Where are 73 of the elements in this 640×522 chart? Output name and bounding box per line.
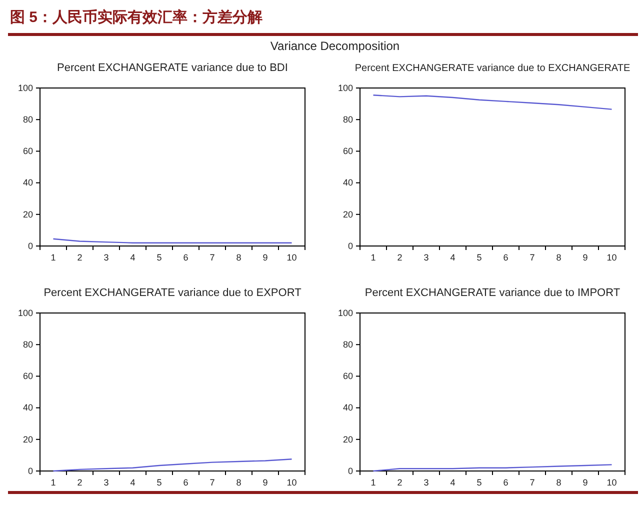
chart-title: Percent EXCHANGERATE variance due to EXCHANGERATE — [354, 63, 630, 74]
x-tick-label: 10 — [286, 477, 297, 488]
y-tick-label: 100 — [338, 308, 353, 318]
x-tick-label: 8 — [236, 477, 242, 488]
x-tick-label: 10 — [286, 252, 297, 262]
y-tick-label: 0 — [28, 466, 33, 476]
x-tick-label: 4 — [130, 477, 136, 488]
x-tick-label: 4 — [130, 252, 136, 262]
x-tick-label: 6 — [183, 477, 188, 488]
x-tick-label: 1 — [370, 252, 376, 262]
y-tick-label: 20 — [342, 434, 353, 444]
x-tick-label: 9 — [262, 252, 268, 262]
x-tick-label: 8 — [556, 252, 562, 262]
y-tick-label: 40 — [342, 402, 353, 413]
y-tick-label: 60 — [22, 371, 33, 382]
line-series — [372, 94, 612, 110]
line-series — [372, 464, 612, 472]
x-tick-label: 10 — [606, 477, 617, 488]
y-tick-label: 60 — [342, 371, 353, 382]
y-tick-label: 40 — [22, 402, 33, 413]
caption: 图 5：人民币实际有效汇率：方差分解 — [10, 8, 263, 26]
y-tick-label: 80 — [342, 114, 353, 124]
x-tick-label: 7 — [530, 477, 535, 488]
x-tick-label: 7 — [530, 252, 535, 262]
x-tick-label: 5 — [156, 477, 162, 488]
x-tick-label: 9 — [582, 252, 588, 262]
x-tick-label: 3 — [104, 477, 109, 488]
y-tick-label: 20 — [22, 209, 33, 220]
line-series — [52, 458, 292, 472]
x-tick-label: 2 — [77, 252, 82, 262]
x-tick-label: 6 — [503, 477, 508, 488]
y-tick-label: 0 — [348, 240, 353, 251]
x-tick-label: 1 — [50, 252, 56, 262]
chart-title: Percent EXCHANGERATE variance due to IMPORT — [364, 287, 620, 299]
y-tick-label: 40 — [342, 178, 353, 188]
x-tick-label: 3 — [424, 252, 429, 262]
chart-title: Percent EXCHANGERATE variance due to EXPORT — [44, 287, 302, 299]
text: Variance Decomposition — [270, 39, 400, 53]
chart-title: Percent EXCHANGERATE variance due to BDI — [57, 62, 288, 74]
x-tick-label: 1 — [50, 477, 56, 488]
x-tick-label: 8 — [236, 252, 242, 262]
x-tick-label: 8 — [556, 477, 562, 488]
x-tick-label: 4 — [450, 477, 456, 488]
x-tick-label: 3 — [424, 477, 429, 488]
y-tick-label: 60 — [22, 146, 33, 156]
y-tick-label: 80 — [22, 114, 33, 124]
x-tick-label: 9 — [262, 477, 268, 488]
y-tick-label: 20 — [342, 209, 353, 220]
y-tick-label: 100 — [18, 82, 33, 93]
x-tick-label: 5 — [156, 252, 162, 262]
y-tick-label: 80 — [22, 339, 33, 350]
y-tick-label: 40 — [22, 178, 33, 188]
y-tick-label: 0 — [28, 240, 33, 251]
y-tick-label: 80 — [342, 339, 353, 350]
x-tick-label: 10 — [606, 252, 617, 262]
x-tick-label: 7 — [210, 477, 215, 488]
x-tick-label: 2 — [397, 252, 402, 262]
y-tick-label: 60 — [342, 146, 353, 156]
x-tick-label: 2 — [77, 477, 82, 488]
x-tick-label: 6 — [503, 252, 508, 262]
y-tick-label: 0 — [348, 466, 353, 476]
x-tick-label: 7 — [210, 252, 215, 262]
x-tick-label: 9 — [582, 477, 588, 488]
x-tick-label: 5 — [476, 252, 482, 262]
x-tick-label: 1 — [370, 477, 376, 488]
y-tick-label: 20 — [22, 434, 33, 444]
y-tick-label: 100 — [18, 308, 33, 318]
x-tick-label: 2 — [397, 477, 402, 488]
x-tick-label: 6 — [183, 252, 188, 262]
x-tick-label: 4 — [450, 252, 456, 262]
x-tick-label: 3 — [104, 252, 109, 262]
y-tick-label: 100 — [338, 82, 353, 93]
x-tick-label: 5 — [476, 477, 482, 488]
